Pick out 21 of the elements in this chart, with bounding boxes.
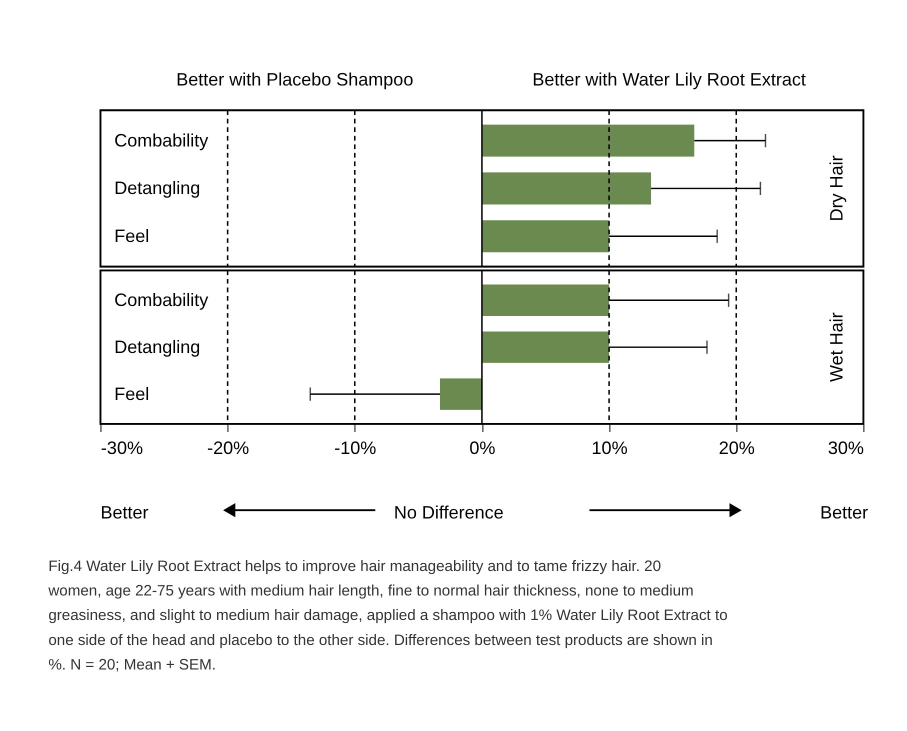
x-tick-label: 20% xyxy=(718,438,755,458)
text: Better xyxy=(820,502,868,523)
x-tick-label: 0% xyxy=(469,438,496,458)
y-tick-label: Detangling xyxy=(114,178,200,198)
text: Better with Water Lily Root Extract xyxy=(532,70,806,90)
x-tick-label: -20% xyxy=(207,438,250,458)
y-tick-label: Feel xyxy=(114,384,150,404)
x-tick-label: 30% xyxy=(828,438,864,458)
x-tick-label: -30% xyxy=(100,438,143,458)
x-tick-label: -10% xyxy=(334,438,376,458)
text: No Difference xyxy=(394,502,504,523)
y-tick-label: Detangling xyxy=(114,336,200,357)
y-axis-title: Dry Hair xyxy=(826,155,847,222)
y-tick-label: Feel xyxy=(114,226,150,246)
caption: Fig.4 Water Lily Root Extract helps to improve hair manageability and to tame frizzy hair. 20 women, age 22-75 years with medium hair length, fine to normal hair thickness, none to medium greasiness, and slight to medium hair damage, applied a shampoo with 1% Water Lily Root Extract to one side of the head and placebo to the other side. Differences between test products are shown in %. N = 20; Mean + SEM. xyxy=(47,558,728,674)
y-tick-label: Combability xyxy=(114,130,208,150)
x-tick-label: 10% xyxy=(592,438,628,458)
y-tick-label: Combability xyxy=(114,290,208,310)
y-axis-title: Wet Hair xyxy=(826,312,847,382)
text: Better with Placebo Shampoo xyxy=(176,70,414,90)
text: Better xyxy=(100,502,148,523)
